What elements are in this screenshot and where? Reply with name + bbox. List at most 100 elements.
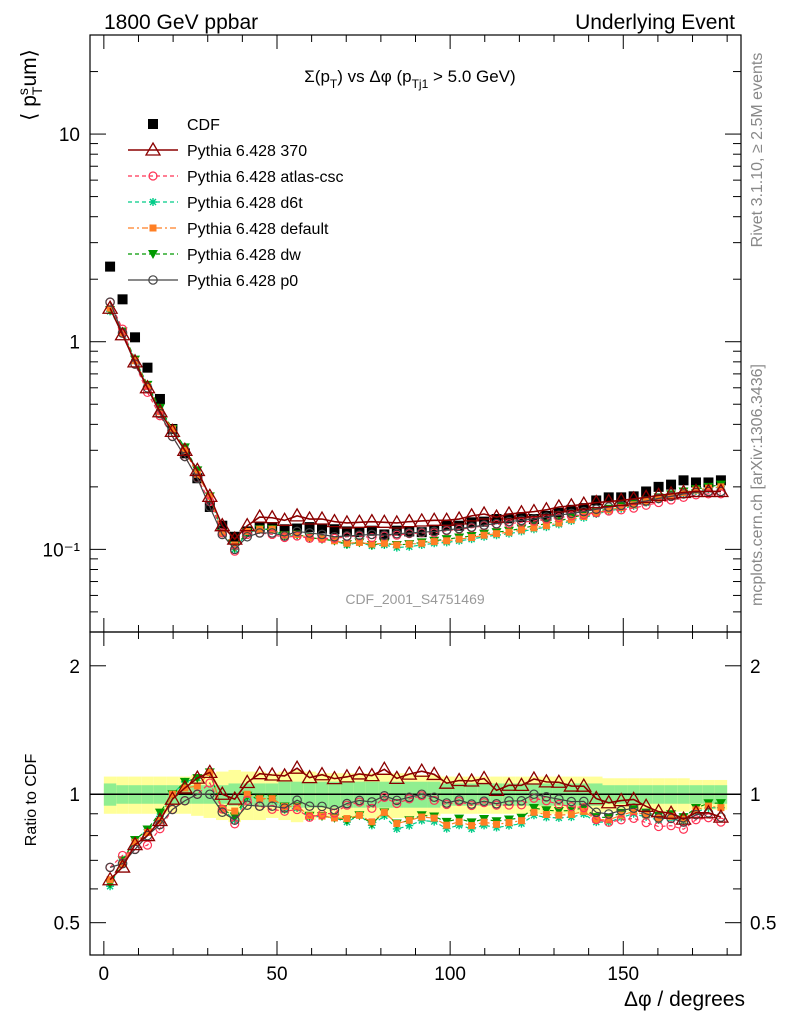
cdf-point (304, 522, 315, 533)
p370-point (139, 827, 156, 842)
p370-point (637, 798, 655, 812)
atlas-point (429, 795, 439, 805)
default-point (542, 810, 550, 818)
dw-point (528, 803, 539, 813)
p370-point (588, 790, 605, 805)
default-point (343, 815, 351, 823)
atlas-point (641, 818, 651, 828)
default-point (517, 526, 525, 534)
p0-point (217, 807, 228, 817)
p370-ratio-line (109, 767, 722, 881)
p0-point (479, 796, 489, 806)
p370-point (376, 514, 393, 528)
cdf-point (317, 523, 328, 534)
p370-point (712, 808, 730, 823)
legend-label-d6t: Pythia 6.428 d6t (187, 195, 303, 212)
atlas-point (304, 812, 315, 822)
p370-point (563, 777, 580, 792)
p0-point (267, 801, 277, 811)
p0-ratio-line (109, 793, 722, 868)
p370-point (625, 490, 642, 505)
p370-point (388, 770, 405, 785)
p0-point (292, 795, 302, 806)
cdf-point (553, 507, 564, 518)
plot-title: Σ(pT) vs Δφ (pTj1 > 5.0 GeV) (304, 67, 515, 91)
cdf-point (603, 492, 614, 503)
default-point (380, 808, 388, 816)
p370-point (313, 510, 331, 525)
p370-point (712, 483, 730, 498)
p0-point (279, 803, 290, 813)
default-point (455, 818, 463, 826)
p0-point (254, 801, 265, 811)
default-point (493, 820, 501, 828)
ratio-tick-label-left: 2 (69, 657, 80, 678)
p370-point (288, 759, 306, 774)
legend-label-cdf: CDF (187, 117, 220, 134)
p0-point (491, 518, 502, 529)
p370-point (288, 507, 306, 522)
cdf-point (690, 477, 701, 488)
y-axis-label-ratio: Ratio to CDF (23, 754, 40, 847)
p0-point (392, 795, 402, 806)
legend: CDF Pythia 6.428 370 Pythia 6.428 atlas-cs… (128, 117, 344, 290)
p370-point (201, 764, 218, 779)
p0-point (392, 528, 402, 539)
p0-point (641, 808, 651, 819)
default-point (405, 816, 413, 824)
p370-point (176, 779, 194, 794)
p0-line (109, 301, 721, 551)
p0-point (192, 789, 203, 800)
cdf-point (715, 475, 726, 486)
p370-point (525, 770, 543, 785)
p0-point (354, 795, 365, 806)
p370-point (613, 792, 630, 807)
p370-point (151, 812, 169, 827)
legend-label-p370: Pythia 6.428 370 (187, 143, 307, 160)
p370-point (438, 512, 455, 526)
p0-point (254, 528, 265, 538)
p0-point (167, 804, 178, 815)
p370-point (687, 483, 705, 498)
x-tick-label: 50 (266, 964, 287, 985)
d6t-line (109, 311, 722, 551)
d6t-point (392, 824, 401, 833)
p0-point (304, 528, 315, 538)
default-point (405, 540, 413, 548)
default-point (530, 808, 538, 816)
p0-point (529, 514, 539, 524)
atlas-point (392, 798, 402, 809)
p370-point (264, 766, 281, 781)
p370-point (550, 498, 567, 513)
p370-point (214, 517, 231, 532)
p370-point (101, 299, 119, 314)
p370-point (376, 761, 393, 775)
default-point (368, 540, 376, 548)
p370-point (351, 514, 368, 528)
default-point (143, 829, 151, 837)
atlas-point (148, 171, 158, 181)
default-point (318, 812, 326, 820)
p0-point (554, 794, 564, 805)
p370-point (139, 379, 156, 394)
y-tick-label: 10⁻¹ (43, 540, 81, 561)
p370-point (363, 767, 381, 782)
p0-point (479, 520, 489, 530)
atlas-point (566, 801, 576, 812)
atlas-line (109, 301, 721, 553)
p370-point (264, 509, 281, 524)
default-point (480, 531, 488, 539)
p370-point (413, 512, 430, 527)
p0-point (329, 804, 340, 815)
y-axis-label-top: ⟨ psTum⟩ (15, 49, 45, 121)
dw-point (148, 250, 158, 259)
dw-point (179, 777, 190, 787)
p0-point (155, 408, 165, 419)
p0-point (578, 796, 589, 807)
p370-point (164, 423, 181, 438)
default-ratio-line (109, 771, 721, 881)
default-point (281, 802, 289, 810)
p0-point (529, 789, 539, 800)
p370-point (338, 514, 356, 529)
x-axis-label: Δφ / degrees (624, 988, 745, 1011)
